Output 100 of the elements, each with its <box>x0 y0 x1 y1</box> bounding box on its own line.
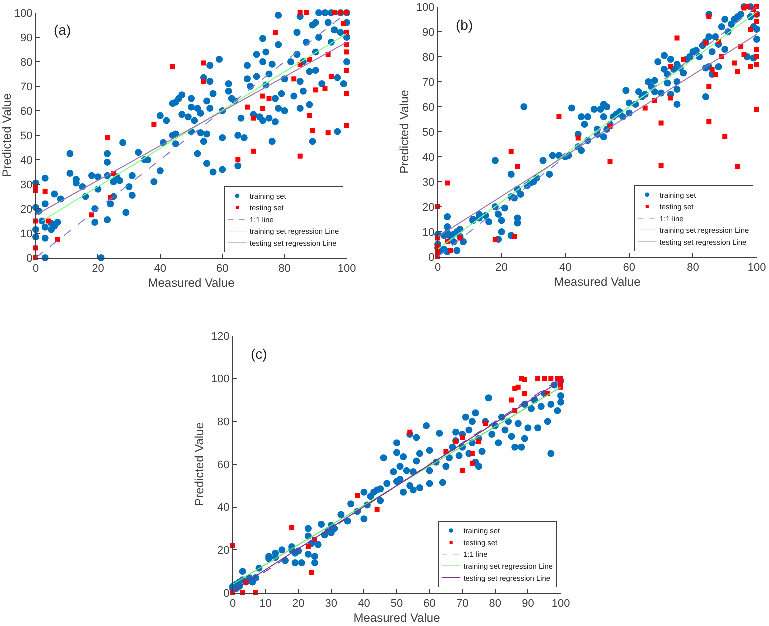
point <box>309 570 314 576</box>
x-tick-label: 20 <box>92 263 104 276</box>
x-tick-label: 20 <box>496 262 508 274</box>
y-tick-label: 100 <box>211 374 230 386</box>
x-tick-label: 10 <box>260 598 272 610</box>
y-tick-label: 40 <box>218 502 230 514</box>
point <box>470 451 475 456</box>
annotation: (b) <box>456 17 474 33</box>
point <box>735 70 740 74</box>
y-tick-label: 40 <box>20 154 33 167</box>
y-tick-label: 0 <box>428 252 435 264</box>
x-tick-label: 80 <box>278 263 291 276</box>
point <box>244 104 250 110</box>
point <box>332 10 338 16</box>
point <box>251 116 256 121</box>
point <box>298 10 303 16</box>
point <box>754 20 760 24</box>
x-tick-label: 40 <box>358 598 370 610</box>
x-tick-label: 100 <box>748 262 766 274</box>
point <box>341 22 346 27</box>
point <box>408 430 413 435</box>
y-tick-label: 80 <box>422 52 435 64</box>
point <box>344 123 350 128</box>
point <box>344 50 350 55</box>
point <box>710 67 715 72</box>
point <box>105 135 110 140</box>
annotation: (c) <box>251 346 268 362</box>
y-tick-label: 90 <box>20 32 33 44</box>
x-tick-label: 100 <box>338 263 356 276</box>
y-tick-label: 60 <box>422 102 435 114</box>
point <box>706 120 712 124</box>
point <box>509 398 514 403</box>
y-tick-label: 30 <box>422 176 435 189</box>
y-tick-label: 100 <box>416 2 435 14</box>
x-tick-label: 40 <box>154 263 167 276</box>
point <box>681 57 686 62</box>
y-tick-label: 60 <box>218 459 230 472</box>
point <box>754 47 760 52</box>
y-tick-label: 90 <box>422 26 435 39</box>
x-tick-label: 100 <box>552 598 570 610</box>
x-tick-label: 80 <box>687 262 700 274</box>
y-tick-label: 70 <box>20 81 33 94</box>
point <box>744 4 750 10</box>
point <box>576 136 581 141</box>
point <box>460 468 466 474</box>
point <box>328 74 334 80</box>
point <box>355 493 360 498</box>
point <box>310 128 316 134</box>
point <box>522 391 528 396</box>
point <box>260 106 266 112</box>
point <box>556 114 562 120</box>
point <box>508 150 514 154</box>
point <box>722 134 728 140</box>
point <box>706 14 712 20</box>
point <box>548 376 554 382</box>
point <box>674 36 680 41</box>
y-tick-label: 50 <box>422 126 435 139</box>
point <box>251 148 256 154</box>
point <box>476 440 482 445</box>
point <box>668 64 674 70</box>
point <box>307 113 312 118</box>
y-tick-label: 20 <box>218 545 230 558</box>
point <box>344 30 350 36</box>
point <box>272 30 278 36</box>
y-tick-label: 80 <box>218 416 230 429</box>
point <box>748 27 754 32</box>
y-tick-label: 10 <box>20 228 33 240</box>
point <box>642 106 648 111</box>
point <box>326 130 331 136</box>
point <box>304 10 310 16</box>
point <box>454 440 459 445</box>
point <box>374 506 380 512</box>
point <box>522 377 528 382</box>
point <box>292 76 297 82</box>
point <box>344 68 350 74</box>
point <box>170 64 176 70</box>
y-tick-label: 40 <box>422 152 435 164</box>
point <box>55 237 60 242</box>
y-tick-label: 30 <box>20 179 33 192</box>
point <box>266 96 272 102</box>
point <box>735 164 740 170</box>
y-tick-label: 70 <box>422 76 435 89</box>
point <box>306 544 311 550</box>
point <box>608 160 613 164</box>
point <box>42 189 48 194</box>
point <box>754 62 760 67</box>
point <box>668 96 674 101</box>
point <box>536 376 541 382</box>
x-axis-title: Measured Value <box>554 275 642 290</box>
point <box>89 212 94 218</box>
point <box>658 163 664 168</box>
point <box>658 120 664 126</box>
y-tick-label: 50 <box>20 130 33 142</box>
y-tick-label: 20 <box>422 202 435 214</box>
point <box>344 42 350 48</box>
point <box>445 180 450 186</box>
point <box>448 248 454 254</box>
point <box>260 94 266 99</box>
point <box>152 122 157 127</box>
point <box>713 72 718 77</box>
